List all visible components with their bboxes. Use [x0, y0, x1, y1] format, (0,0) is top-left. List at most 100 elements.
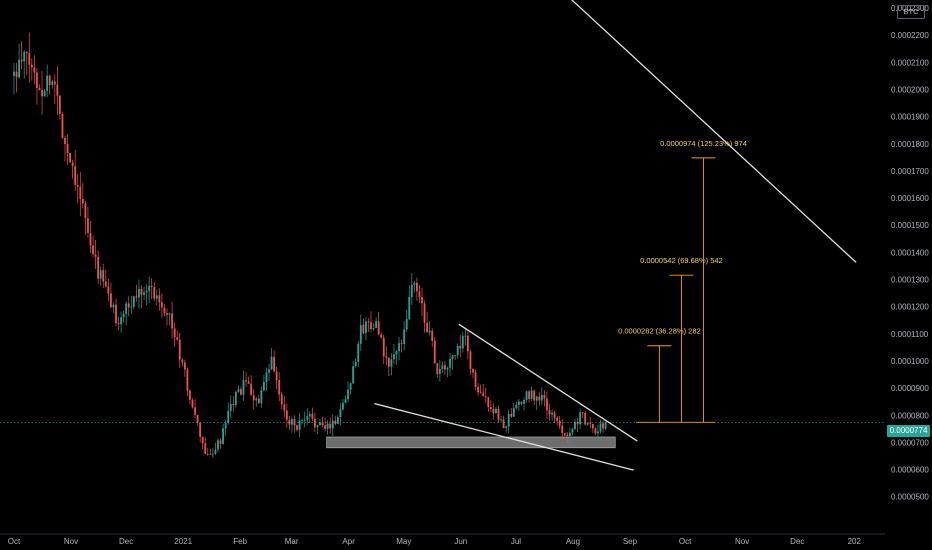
candle-body: [472, 368, 474, 373]
candle-body: [487, 397, 490, 408]
candle-body: [110, 293, 112, 308]
candle-body: [74, 166, 77, 186]
candle-body: [206, 453, 209, 455]
candle-body: [161, 302, 163, 308]
candle-body: [303, 419, 306, 421]
candle-body: [441, 365, 444, 369]
candle-body: [558, 420, 561, 426]
candle-body: [155, 295, 158, 299]
price-tick-label: 0.0001600: [891, 194, 929, 203]
candle-body: [25, 51, 28, 54]
candle-body: [23, 51, 26, 62]
candle-body: [306, 416, 309, 420]
candle-body: [469, 351, 472, 369]
candle-body: [597, 431, 599, 434]
candle-body: [324, 425, 326, 429]
candle-body: [255, 398, 258, 401]
candle-body: [377, 321, 380, 335]
candle-body: [426, 322, 428, 333]
candle-body: [604, 422, 607, 429]
candle-body: [581, 412, 584, 414]
candle-body: [30, 64, 33, 68]
trendline-long-term-resistance[interactable]: [369, 0, 857, 263]
candle-body: [449, 358, 451, 368]
candle-body: [273, 356, 275, 372]
candle-body: [311, 413, 314, 419]
candle-body: [20, 59, 23, 62]
price-tick-label: 0.0001900: [891, 113, 929, 122]
candle-body: [112, 304, 115, 308]
candle-body: [418, 291, 421, 297]
candle-body: [168, 313, 171, 315]
candle-body: [326, 423, 329, 429]
candle-body: [540, 394, 543, 401]
candle-body: [222, 428, 224, 444]
price-tick-label: 0.0001200: [891, 303, 929, 312]
candle-body: [370, 322, 372, 330]
candle-body: [464, 335, 467, 337]
candle-body: [36, 72, 38, 89]
candle-body: [413, 282, 416, 285]
candle-body: [459, 345, 462, 349]
time-tick-label: Aug: [566, 537, 580, 546]
price-tick-label: 0.0001700: [891, 167, 929, 176]
candle-body: [194, 407, 196, 415]
candle-body: [18, 59, 20, 78]
candle-body: [505, 426, 508, 428]
candle-body: [410, 284, 413, 298]
price-tick-label: 0.0001100: [891, 330, 929, 339]
candle-body: [357, 343, 360, 362]
time-tick-label: May: [396, 537, 411, 546]
price-tick-label: 0.0000700: [891, 438, 929, 447]
price-tick-label: 0.0001000: [891, 357, 929, 366]
price-tick-label: 0.0000900: [891, 384, 929, 393]
price-axis[interactable]: 0.0002300 0.0002200 0.0002100 0.0002000 0.00…: [891, 4, 929, 502]
candle-body: [479, 392, 482, 394]
candle-body: [288, 419, 291, 425]
projection-label: 0.0000974 (125.23%) 974: [660, 139, 747, 148]
candle-body: [171, 313, 173, 329]
candle-body: [120, 317, 122, 325]
time-tick-label: 202: [848, 537, 862, 546]
trendline-wedge-upper[interactable]: [458, 323, 638, 442]
candle-body: [535, 396, 538, 401]
candle-body: [92, 245, 94, 255]
candle-body: [117, 323, 120, 325]
candle-body: [553, 412, 556, 418]
candle-body: [268, 369, 270, 373]
candle-body: [219, 440, 222, 444]
time-tick-label: Feb: [233, 537, 247, 546]
price-tick-label: 0.0000500: [891, 493, 929, 502]
candle-body: [416, 282, 418, 292]
candle-body: [362, 324, 365, 334]
candle-body: [507, 414, 510, 427]
candle-body: [56, 84, 59, 96]
candle-body: [153, 287, 156, 299]
candle-body: [395, 351, 398, 355]
candle-body: [79, 186, 82, 199]
candle-body: [579, 412, 581, 425]
candle-body: [224, 423, 227, 429]
candle-body: [166, 313, 168, 315]
candle-body: [474, 372, 477, 387]
candle-body: [143, 292, 145, 295]
candle-body: [319, 422, 321, 426]
candle-body: [229, 403, 232, 411]
candle-body: [421, 296, 423, 304]
time-axis[interactable]: Oct Nov Dec 2021 Feb Mar Apr May Jun Jul Aug Sep Oct…: [0, 533, 885, 546]
time-tick-label: Oct: [8, 537, 21, 546]
candle-body: [444, 365, 446, 370]
candle-body: [191, 399, 194, 408]
candle-body: [367, 321, 370, 323]
candle-body: [543, 394, 546, 399]
candle-body: [51, 81, 54, 86]
trendline-wedge-lower[interactable]: [374, 402, 634, 471]
candle-body: [240, 389, 242, 395]
candle-body: [482, 392, 485, 397]
currency-badge[interactable]: BTC: [897, 5, 925, 19]
candle-body: [41, 90, 43, 97]
candle-body: [189, 390, 191, 400]
candle-body: [375, 321, 377, 328]
